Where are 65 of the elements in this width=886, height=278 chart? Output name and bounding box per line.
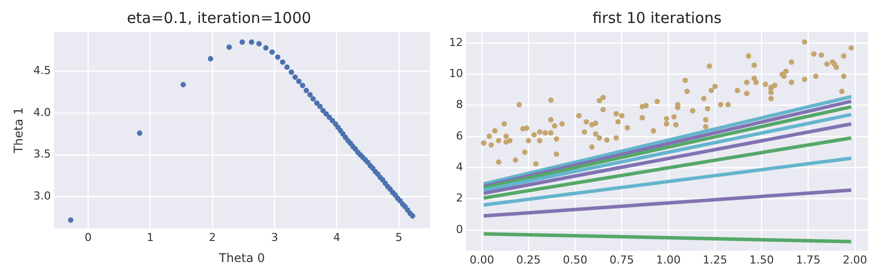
point xyxy=(388,186,393,192)
point xyxy=(248,39,254,45)
point xyxy=(292,74,298,80)
point xyxy=(208,56,214,62)
point xyxy=(280,59,286,65)
point xyxy=(348,140,354,146)
point xyxy=(365,160,371,166)
y-tick-label: 2 xyxy=(456,192,463,205)
chart-title: eta=0.1, iteration=1000 xyxy=(126,8,312,27)
x-tick-label: 0.25 xyxy=(516,253,541,266)
point xyxy=(310,96,316,102)
x-tick-label: 1.50 xyxy=(749,253,774,266)
x-tick-label: 1 xyxy=(146,230,154,244)
x-tick-label: 0.75 xyxy=(610,253,634,266)
point xyxy=(370,166,376,171)
y-tick-label: 3.5 xyxy=(33,148,51,161)
x-tick-label: 1.75 xyxy=(796,253,821,266)
x-axis-title: Theta 0 xyxy=(218,250,265,265)
y-tick-label: 8 xyxy=(456,98,463,112)
point xyxy=(402,204,408,210)
point xyxy=(288,69,294,75)
chart-title: first 10 iterations xyxy=(592,8,722,27)
y-tick-label: 6 xyxy=(456,129,463,142)
point xyxy=(226,44,232,50)
y-tick-label: 10 xyxy=(448,66,463,80)
point xyxy=(284,64,290,70)
point xyxy=(256,41,262,46)
x-tick-label: 0.00 xyxy=(470,253,494,266)
point xyxy=(136,130,142,136)
point xyxy=(320,108,326,114)
point xyxy=(323,111,329,117)
x-tick-label: 3 xyxy=(271,230,278,244)
point xyxy=(410,213,416,219)
point xyxy=(304,88,309,94)
x-tick-label: 4 xyxy=(333,230,340,244)
y-tick-label: 4.0 xyxy=(33,106,51,119)
x-tick-label: 1.25 xyxy=(702,253,728,266)
point xyxy=(382,180,388,186)
x-tick-label: 0.50 xyxy=(562,253,588,266)
point xyxy=(300,82,306,88)
x-tick-label: 1.00 xyxy=(656,253,681,266)
point xyxy=(338,128,344,134)
y-tick-label: 3.0 xyxy=(33,190,51,202)
y-tick-label: 4 xyxy=(456,160,463,174)
point xyxy=(263,45,269,51)
point xyxy=(296,78,302,84)
point xyxy=(330,118,336,124)
point xyxy=(380,177,386,183)
point xyxy=(68,217,74,223)
point xyxy=(269,49,275,55)
point xyxy=(314,100,320,106)
point xyxy=(307,92,313,98)
x-tick-label: 2.00 xyxy=(842,253,868,266)
y-axis-title: Theta 1 xyxy=(11,107,26,154)
y-tick-label: 12 xyxy=(448,36,463,49)
point xyxy=(397,198,403,204)
y-tick-label: 4.5 xyxy=(33,64,51,78)
x-tick-label: 5 xyxy=(395,230,402,244)
point xyxy=(240,39,245,45)
x-tick-label: 0 xyxy=(84,230,92,244)
point xyxy=(274,54,280,60)
x-tick-label: 2 xyxy=(208,230,216,244)
point xyxy=(180,82,186,88)
point xyxy=(317,104,323,110)
point xyxy=(326,114,332,120)
